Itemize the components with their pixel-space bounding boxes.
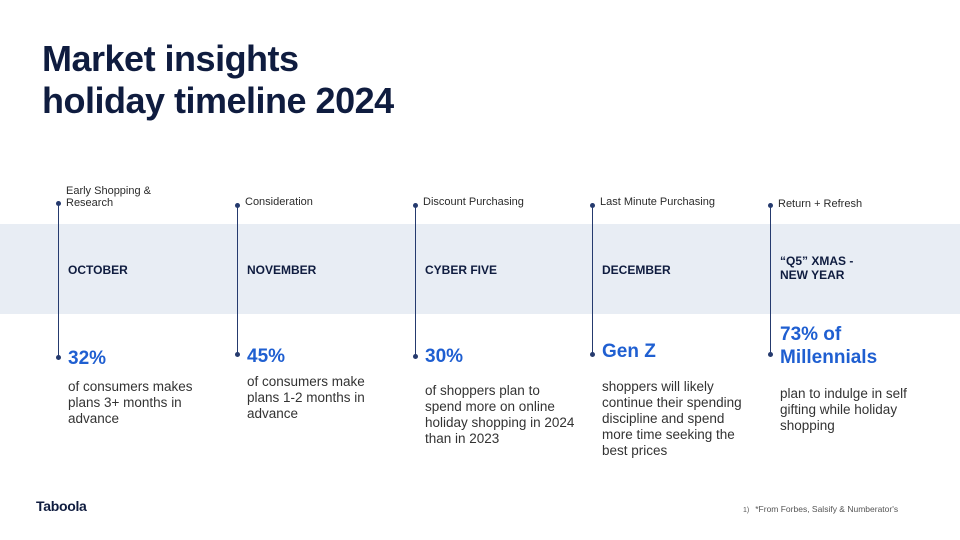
- stat-description: shoppers will likely continue their spen…: [602, 379, 742, 458]
- timeline-marker-line: [413, 203, 418, 359]
- stat-description: of consumers make plans 1-2 months in ad…: [247, 374, 365, 421]
- month-label: DECEMBER: [602, 263, 671, 277]
- month-label: NOVEMBER: [247, 263, 317, 277]
- footnote: 1) *From Forbes, Salsify & Numberator's: [743, 504, 898, 514]
- stat-value: 45%: [247, 346, 286, 367]
- title-line-1: Market insights: [42, 38, 299, 79]
- phase-label: Return + Refresh: [778, 198, 863, 210]
- footnote-number: 1): [743, 507, 750, 514]
- phase-label: Early Shopping & Research: [66, 185, 151, 209]
- timeline-column-q5: Return + Refresh “Q5” XMAS - NEW YEAR 73…: [768, 0, 945, 540]
- month-label: OCTOBER: [68, 263, 128, 277]
- timeline-band: [0, 224, 960, 314]
- phase-label: Discount Purchasing: [423, 196, 524, 208]
- timeline-column-november: Consideration NOVEMBER 45% of consumers …: [235, 0, 412, 540]
- timeline-marker-line: [590, 203, 595, 357]
- stat-description: of shoppers plan to spend more on online…: [425, 383, 575, 446]
- phase-label: Consideration: [245, 196, 313, 208]
- title-line-2: holiday timeline 2024: [42, 80, 394, 121]
- stat-description: plan to indulge in self gifting while ho…: [780, 386, 907, 433]
- month-label: CYBER FIVE: [425, 263, 498, 277]
- timeline-column-december: Last Minute Purchasing DECEMBER Gen Z sh…: [590, 0, 767, 540]
- timeline-marker-line: [768, 203, 773, 357]
- phase-label: Last Minute Purchasing: [600, 196, 715, 208]
- footnote-text: *From Forbes, Salsify & Numberator's: [755, 504, 899, 514]
- month-label: “Q5” XMAS - NEW YEAR: [780, 254, 854, 282]
- timeline-column-cyber-five: Discount Purchasing CYBER FIVE 30% of sh…: [413, 0, 590, 540]
- timeline-marker-line: [235, 203, 240, 357]
- timeline-column-october: Early Shopping & Research OCTOBER 32% of…: [56, 0, 233, 540]
- stat-value: Gen Z: [602, 341, 656, 362]
- timeline-marker-line: [56, 201, 61, 360]
- stat-description: of consumers makes plans 3+ months in ad…: [68, 379, 193, 426]
- page-title: Market insights holiday timeline 2024: [42, 38, 394, 122]
- stat-value: 30%: [425, 346, 464, 367]
- taboola-logo: Taboola: [36, 498, 87, 514]
- stat-value: 73% of Millennials: [780, 324, 878, 368]
- stat-value: 32%: [68, 348, 107, 369]
